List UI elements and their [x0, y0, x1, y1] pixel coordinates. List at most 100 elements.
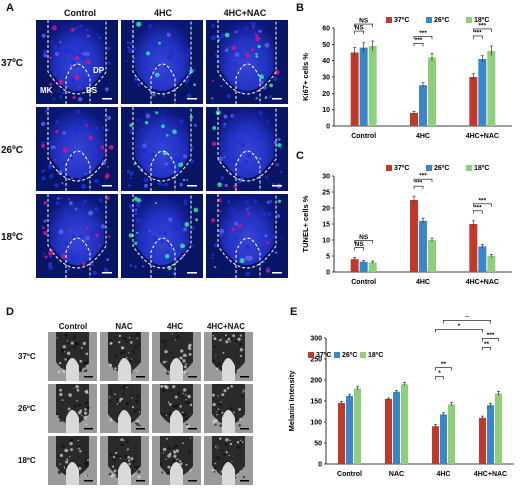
- y-axis-label: Ki67+ cells %: [301, 53, 310, 101]
- bar: [393, 391, 400, 464]
- micrograph-tile: [206, 194, 288, 278]
- panel-d-row-37: 37ºC: [18, 352, 36, 361]
- significance-bracket: **: [435, 361, 452, 371]
- panel-d-col-4hc-nac: 4HC+NAC: [206, 322, 245, 331]
- brightfield-tile: [48, 384, 97, 433]
- legend-label: 18ºC: [474, 17, 489, 24]
- y-tick-label: 100: [310, 420, 322, 427]
- bar: [448, 404, 455, 464]
- panel-a-col-4hc: 4HC: [153, 8, 172, 18]
- panel-d-brightfield: [48, 332, 253, 485]
- micrograph-tile: [206, 20, 288, 104]
- y-tick-label: 200: [310, 378, 322, 385]
- y-tick-label: 10: [322, 107, 330, 114]
- significance-bracket: **: [443, 316, 491, 324]
- bar: [487, 405, 494, 464]
- brightfield-tile: [100, 436, 149, 485]
- panel-d-col-control: Control: [58, 322, 88, 331]
- significance-bracket: NS: [354, 25, 364, 35]
- x-tick-label: 4HC: [416, 279, 430, 286]
- significance-bracket: ***: [413, 37, 424, 47]
- significance-bracket: ***: [473, 204, 483, 214]
- significance-bracket: ***: [473, 29, 483, 39]
- panel-d-letter: D: [6, 306, 14, 318]
- bar: [487, 256, 496, 272]
- significance-label: NS: [359, 234, 369, 241]
- legend-swatch: [308, 352, 314, 358]
- bar: [350, 259, 359, 272]
- panel-a-row-26: 26ºC: [1, 145, 23, 156]
- brightfield-tile: [100, 384, 149, 433]
- significance-label: **: [484, 341, 490, 348]
- bar: [478, 59, 487, 126]
- legend-label: 26ºC: [342, 352, 357, 359]
- legend-swatch: [386, 165, 392, 171]
- legend-swatch: [360, 352, 366, 358]
- dp-annotation: DP: [93, 66, 105, 75]
- y-tick-label: 20: [322, 206, 330, 213]
- x-tick-label: 4HC+NAC: [474, 471, 507, 478]
- panel-a-row-37: 37ºC: [1, 58, 23, 69]
- significance-label: ***: [479, 22, 487, 29]
- significance-bracket: NS: [354, 234, 373, 244]
- x-tick-label: Control: [337, 471, 362, 478]
- panel-b-letter: B: [296, 2, 304, 14]
- bar: [338, 403, 345, 464]
- y-tick-label: 40: [322, 58, 330, 65]
- significance-label: *: [438, 370, 441, 377]
- significance-bracket: ***: [473, 197, 492, 207]
- y-tick-label: 10: [322, 238, 330, 245]
- micrograph-tile: [36, 20, 118, 104]
- bar: [368, 45, 377, 126]
- significance-label: NS: [359, 18, 369, 25]
- significance-label: ***: [419, 30, 427, 37]
- significance-label: **: [441, 361, 447, 368]
- y-tick-label: 0: [326, 270, 330, 277]
- significance-label: ***: [415, 37, 423, 44]
- bar: [428, 240, 436, 272]
- panel-a-col-4hc-nac: 4HC+NAC: [223, 8, 267, 18]
- x-tick-label: Control: [351, 133, 376, 140]
- brightfield-tile: [152, 436, 201, 485]
- significance-bracket: ***: [473, 22, 492, 32]
- panel-a-row-18: 18ºC: [1, 232, 23, 243]
- micrograph-tile: [121, 107, 203, 191]
- significance-bracket: ***: [413, 173, 433, 183]
- x-tick-label: Control: [351, 279, 376, 286]
- brightfield-tile: [152, 332, 201, 381]
- y-tick-label: 150: [310, 399, 322, 406]
- significance-bracket: ***: [482, 332, 499, 342]
- y-tick-label: 30: [322, 75, 330, 82]
- brightfield-tile: [204, 332, 253, 381]
- chart-b: 0 10 20 30 40 50 60 Ki67+ cells % Control 4HC 4HC+…: [301, 17, 512, 140]
- micrograph-tile: [121, 194, 203, 278]
- bar: [346, 395, 353, 464]
- y-tick-label: 50: [322, 42, 330, 49]
- brightfield-tile: [100, 332, 149, 381]
- significance-label: *: [458, 323, 461, 330]
- bar: [440, 414, 447, 464]
- significance-bracket: ***: [413, 180, 424, 190]
- x-tick-label: 4HC+NAC: [466, 279, 499, 286]
- panel-d-row-18: 18ºC: [18, 456, 36, 465]
- panel-a-col-control: Control: [64, 8, 96, 18]
- bar: [419, 85, 427, 126]
- y-tick-label: 20: [322, 91, 330, 98]
- bar: [487, 50, 496, 126]
- significance-label: ***: [474, 204, 482, 211]
- panel-d-col-nac: NAC: [115, 322, 133, 331]
- legend-label: 26ºC: [434, 165, 449, 172]
- brightfield-tile: [48, 436, 97, 485]
- bar: [359, 261, 368, 272]
- bar: [469, 77, 478, 126]
- bar: [479, 417, 486, 464]
- x-tick-label: 4HC: [416, 133, 430, 140]
- significance-label: ***: [415, 180, 423, 187]
- legend-swatch: [466, 165, 472, 171]
- legend-label: 18ºC: [474, 165, 489, 172]
- y-tick-label: 300: [310, 336, 322, 343]
- legend-swatch: [426, 165, 432, 171]
- y-tick-label: 250: [310, 357, 322, 364]
- significance-label: ***: [419, 173, 427, 180]
- significance-label: **: [464, 316, 470, 321]
